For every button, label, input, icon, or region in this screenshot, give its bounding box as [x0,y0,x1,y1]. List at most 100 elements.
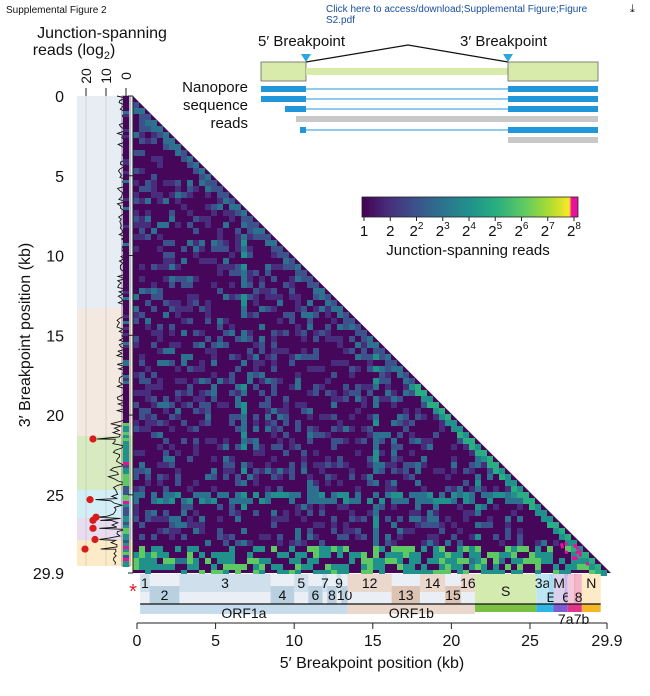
download-arrow-icon[interactable]: ⤓ [630,3,635,15]
heatmap-cell [349,468,355,474]
side-strip-cell [123,204,129,207]
heatmap-cell [139,114,145,120]
heatmap-cell [391,492,397,498]
heatmap-cell [241,462,247,468]
heatmap-cell [133,294,139,300]
heatmap-cell [367,558,373,564]
nsp-segment [270,586,295,604]
heatmap-cell [367,510,373,516]
heatmap-cell [139,534,145,540]
heatmap-cell [409,552,415,558]
heatmap-cell [379,546,385,552]
heatmap-cell [385,372,391,378]
heatmap-cell [145,564,151,570]
heatmap-cell [469,558,475,564]
heatmap-cell [247,372,253,378]
heatmap-cell [229,552,235,558]
heatmap-cell [337,552,343,558]
heatmap-cell [379,498,385,504]
heatmap-cell [187,294,193,300]
side-strip-cell [123,291,129,294]
heatmap-cell [145,126,151,132]
heatmap-cell [373,420,379,426]
side-strip-cell [123,528,129,531]
heatmap-cell [307,426,313,432]
heatmap-cell [517,492,523,498]
heatmap-cell [163,360,169,366]
heatmap-cell [559,558,565,564]
heatmap-cell [199,342,205,348]
heatmap-cell [265,414,271,420]
heatmap-cell [193,510,199,516]
heatmap-cell [403,426,409,432]
heatmap-cell [391,360,397,366]
side-strip-cell [123,357,129,360]
heatmap-cell [247,348,253,354]
heatmap-cell [181,402,187,408]
heatmap-cell [139,450,145,456]
heatmap-cell [517,564,523,570]
heatmap-cell [313,336,319,342]
heatmap-cell [163,564,169,570]
gene-label: 8 [575,589,583,605]
heatmap-cell [373,384,379,390]
heatmap-cell [265,264,271,270]
heatmap-cell [343,564,349,570]
heatmap-cell [151,396,157,402]
heatmap-cell [271,492,277,498]
heatmap-cell [241,300,247,306]
heatmap-cell [151,192,157,198]
heatmap-cell [163,276,169,282]
heatmap-cell [145,396,151,402]
heatmap-cell [349,318,355,324]
heatmap-cell [373,456,379,462]
heatmap-cell [529,552,535,558]
heatmap-cell [211,456,217,462]
heatmap-cell [307,318,313,324]
heatmap-cell [355,492,361,498]
heatmap-cell [247,378,253,384]
heatmap-cell [271,390,277,396]
heatmap-cell [235,492,241,498]
heatmap-cell [193,450,199,456]
heatmap-cell [217,504,223,510]
heatmap-cell [163,552,169,558]
heatmap-cell [175,390,181,396]
heatmap-cell [271,330,277,336]
heatmap-cell [553,522,559,528]
heatmap-cell [181,156,187,162]
heatmap-cell [295,570,301,576]
heatmap-cell [163,456,169,462]
heatmap-cell [133,390,139,396]
heatmap-cell [493,552,499,558]
side-strip-cell [123,249,129,252]
heatmap-cell [133,306,139,312]
side-strip-cell [123,513,129,516]
heatmap-cell [175,306,181,312]
heatmap-cell [247,294,253,300]
heatmap-cell [493,462,499,468]
heatmap-cell [415,504,421,510]
heatmap-cell [325,462,331,468]
heatmap-cell [361,402,367,408]
x-tick-label: 29.9 [591,633,622,650]
heatmap-cell [547,516,553,522]
heatmap-cell [169,444,175,450]
heatmap-cell [301,540,307,546]
heatmap-cell [373,546,379,552]
heatmap-cell [349,528,355,534]
heatmap-cell [187,240,193,246]
heatmap-cell [217,492,223,498]
heatmap-cell [169,534,175,540]
heatmap-cell [367,360,373,366]
side-strip-cell [123,501,129,504]
heatmap-cell [157,234,163,240]
heatmap-cell [187,186,193,192]
nsp-segment [347,574,392,592]
download-link[interactable]: Click here to access/download;Supplement… [326,4,596,26]
heatmap-cell [259,498,265,504]
heatmap-cell [199,552,205,558]
heatmap-cell [355,486,361,492]
side-strip-cell [123,393,129,396]
heatmap-cell [589,564,595,570]
